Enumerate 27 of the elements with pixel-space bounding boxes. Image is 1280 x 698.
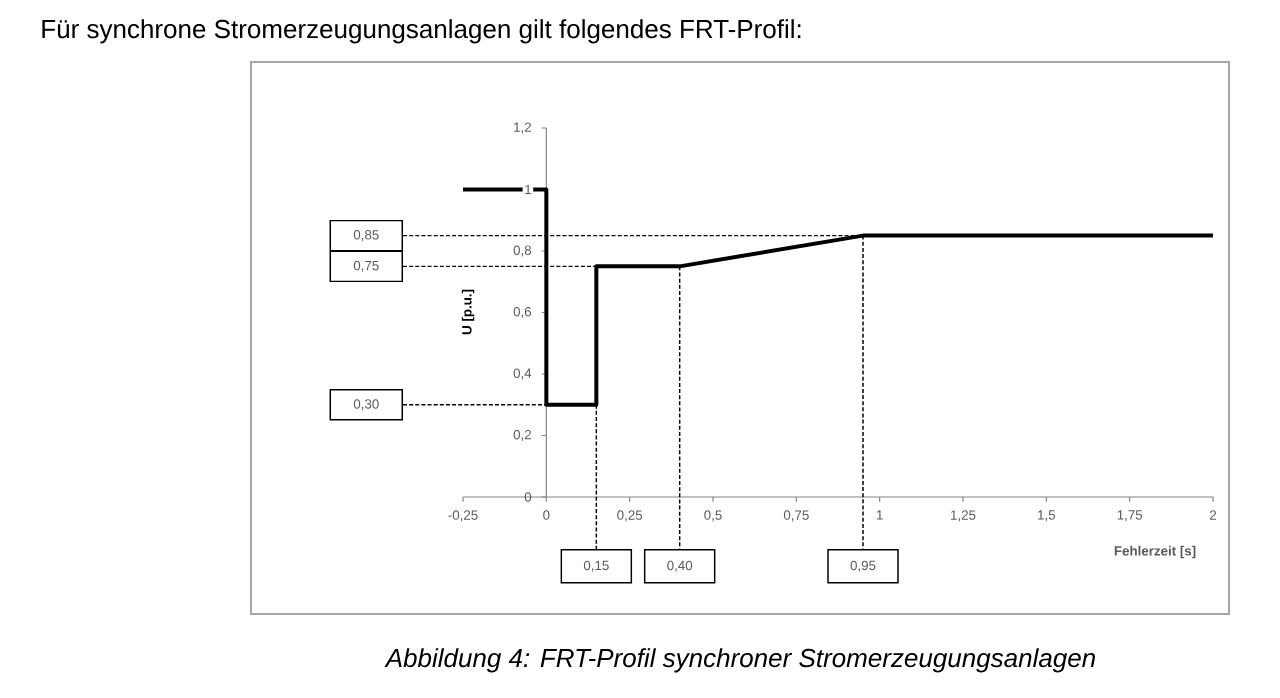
ref-line-label: 0,30 [353,399,379,411]
y-tick-label: 0,8 [513,245,532,257]
x-tick-label: 0,75 [783,510,809,522]
x-tick-label: 0 [543,510,550,520]
y-tick-label: 0,2 [513,429,531,441]
x-tick-label: 1,5 [1038,510,1056,522]
y-axis-title: U [p.u.] [461,289,475,335]
x-tick-label: -0,25 [448,510,478,522]
y-tick-label: 0 [524,492,532,502]
x-tick-label: 0,25 [617,510,643,522]
ref-line-label: 0,85 [353,230,379,242]
y-tick-label: 1,2 [514,122,531,134]
y-tick-label: 1 [525,184,531,195]
chart-title: Für synchrone Stromerzeugungsanlagen gilt folgendes FRT-Profil: [42,19,801,44]
x-tick-label: 1 [876,510,883,520]
ref-line-label: 0,75 [353,260,379,272]
x-tick-label: 2 [1209,510,1217,520]
ref-line-label: 0,40 [667,560,693,572]
ref-line-label: 0,15 [583,560,609,572]
y-tick-label: 0,4 [513,368,532,380]
text: Abbildung 4: FRT-Profil synchroner Stromerzeugungsanlagen [384,648,1095,673]
ref-line-label: 0,95 [850,560,876,572]
x-axis-title: Fehlerzeit [s] [1114,545,1196,559]
x-tick-label: 1,75 [1117,510,1143,522]
y-tick-label: 0,6 [513,306,532,319]
x-tick-label: 1,25 [951,510,976,522]
x-tick-label: 0,5 [704,510,722,522]
